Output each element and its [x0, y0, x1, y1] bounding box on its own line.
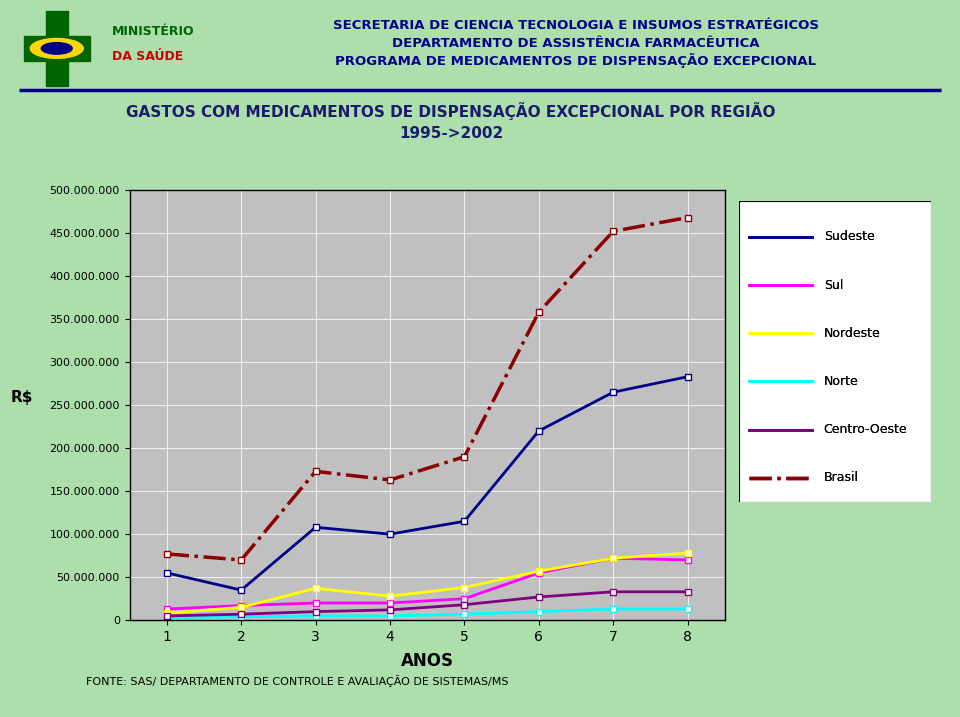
Line: Centro-Oeste: Centro-Oeste [164, 589, 690, 619]
Brasil [161, 550, 173, 559]
Sul [608, 554, 619, 563]
FancyBboxPatch shape [739, 201, 931, 502]
Text: Brasil: Brasil [824, 471, 858, 484]
Sudeste [235, 586, 247, 594]
Brasil [235, 556, 247, 564]
Nordeste [682, 549, 693, 557]
Norte [384, 612, 396, 620]
Sudeste [310, 523, 322, 531]
Text: Sul: Sul [824, 279, 843, 292]
Line: Norte: Norte [164, 607, 690, 620]
Text: Brasil: Brasil [824, 471, 858, 484]
Sudeste [161, 569, 173, 577]
Norte [161, 613, 173, 622]
Nordeste [384, 592, 396, 600]
Sul [384, 599, 396, 607]
Centro-Oeste [459, 600, 470, 609]
Norte [459, 610, 470, 619]
Centro-Oeste [384, 606, 396, 614]
Line: Brasil: Brasil [164, 215, 690, 563]
Text: DA SAÚDE: DA SAÚDE [112, 50, 183, 63]
Text: Nordeste: Nordeste [824, 327, 880, 340]
Sudeste [533, 427, 544, 435]
Text: DEPARTAMENTO DE ASSISTÊNCIA FARMACÊUTICA: DEPARTAMENTO DE ASSISTÊNCIA FARMACÊUTICA [393, 37, 759, 49]
Text: GASTOS COM MEDICAMENTOS DE DISPENSAÇÃO EXCEPCIONAL POR REGIÃO
1995->2002: GASTOS COM MEDICAMENTOS DE DISPENSAÇÃO E… [127, 103, 776, 141]
Sul [161, 604, 173, 613]
Norte [310, 612, 322, 620]
Line: Sudeste: Sudeste [164, 374, 690, 593]
Circle shape [41, 42, 72, 54]
Norte [682, 604, 693, 613]
Centro-Oeste [310, 607, 322, 616]
Text: SECRETARIA DE CIENCIA TECNOLOGIA E INSUMOS ESTRATÉGICOS: SECRETARIA DE CIENCIA TECNOLOGIA E INSUM… [333, 19, 819, 32]
Sudeste [608, 388, 619, 397]
Text: Sul: Sul [824, 279, 843, 292]
X-axis label: ANOS: ANOS [400, 652, 454, 670]
Nordeste [459, 583, 470, 592]
Sul [235, 602, 247, 610]
Line: Nordeste: Nordeste [164, 551, 690, 616]
Norte [533, 607, 544, 616]
Sul [310, 599, 322, 607]
Text: PROGRAMA DE MEDICAMENTOS DE DISPENSAÇÃO EXCEPCIONAL: PROGRAMA DE MEDICAMENTOS DE DISPENSAÇÃO … [335, 54, 817, 68]
Centro-Oeste [235, 610, 247, 619]
Text: Sudeste: Sudeste [824, 230, 875, 243]
Circle shape [31, 39, 84, 58]
Brasil [533, 308, 544, 316]
Centro-Oeste [533, 593, 544, 602]
Norte [608, 604, 619, 613]
Text: Norte: Norte [824, 375, 858, 388]
Nordeste [235, 603, 247, 612]
Centro-Oeste [682, 587, 693, 596]
Text: FONTE: SAS/ DEPARTAMENTO DE CONTROLE E AVALIAÇÃO DE SISTEMAS/MS: FONTE: SAS/ DEPARTAMENTO DE CONTROLE E A… [86, 675, 509, 687]
Text: Centro-Oeste: Centro-Oeste [824, 423, 907, 436]
Sudeste [682, 372, 693, 381]
Nordeste [608, 554, 619, 563]
Text: Sudeste: Sudeste [824, 230, 875, 243]
Text: Centro-Oeste: Centro-Oeste [824, 423, 907, 436]
Line: Sul: Sul [164, 556, 690, 612]
Brasil [459, 452, 470, 461]
Centro-Oeste [161, 612, 173, 620]
Sul [533, 569, 544, 577]
Norte [235, 612, 247, 621]
Nordeste [310, 584, 322, 593]
Sudeste [384, 530, 396, 538]
Brasil [682, 213, 693, 222]
Sul [682, 556, 693, 564]
Brasil [384, 475, 396, 484]
Nordeste [533, 567, 544, 576]
Y-axis label: R$: R$ [11, 390, 33, 405]
Sul [459, 594, 470, 603]
Bar [24, 36, 90, 61]
Text: Nordeste: Nordeste [824, 327, 880, 340]
Centro-Oeste [608, 587, 619, 596]
Bar [46, 11, 68, 85]
Sudeste [459, 517, 470, 526]
Nordeste [161, 609, 173, 617]
Text: Norte: Norte [824, 375, 858, 388]
Text: MINISTÉRIO: MINISTÉRIO [112, 25, 195, 39]
Brasil [608, 227, 619, 236]
Brasil [310, 467, 322, 475]
